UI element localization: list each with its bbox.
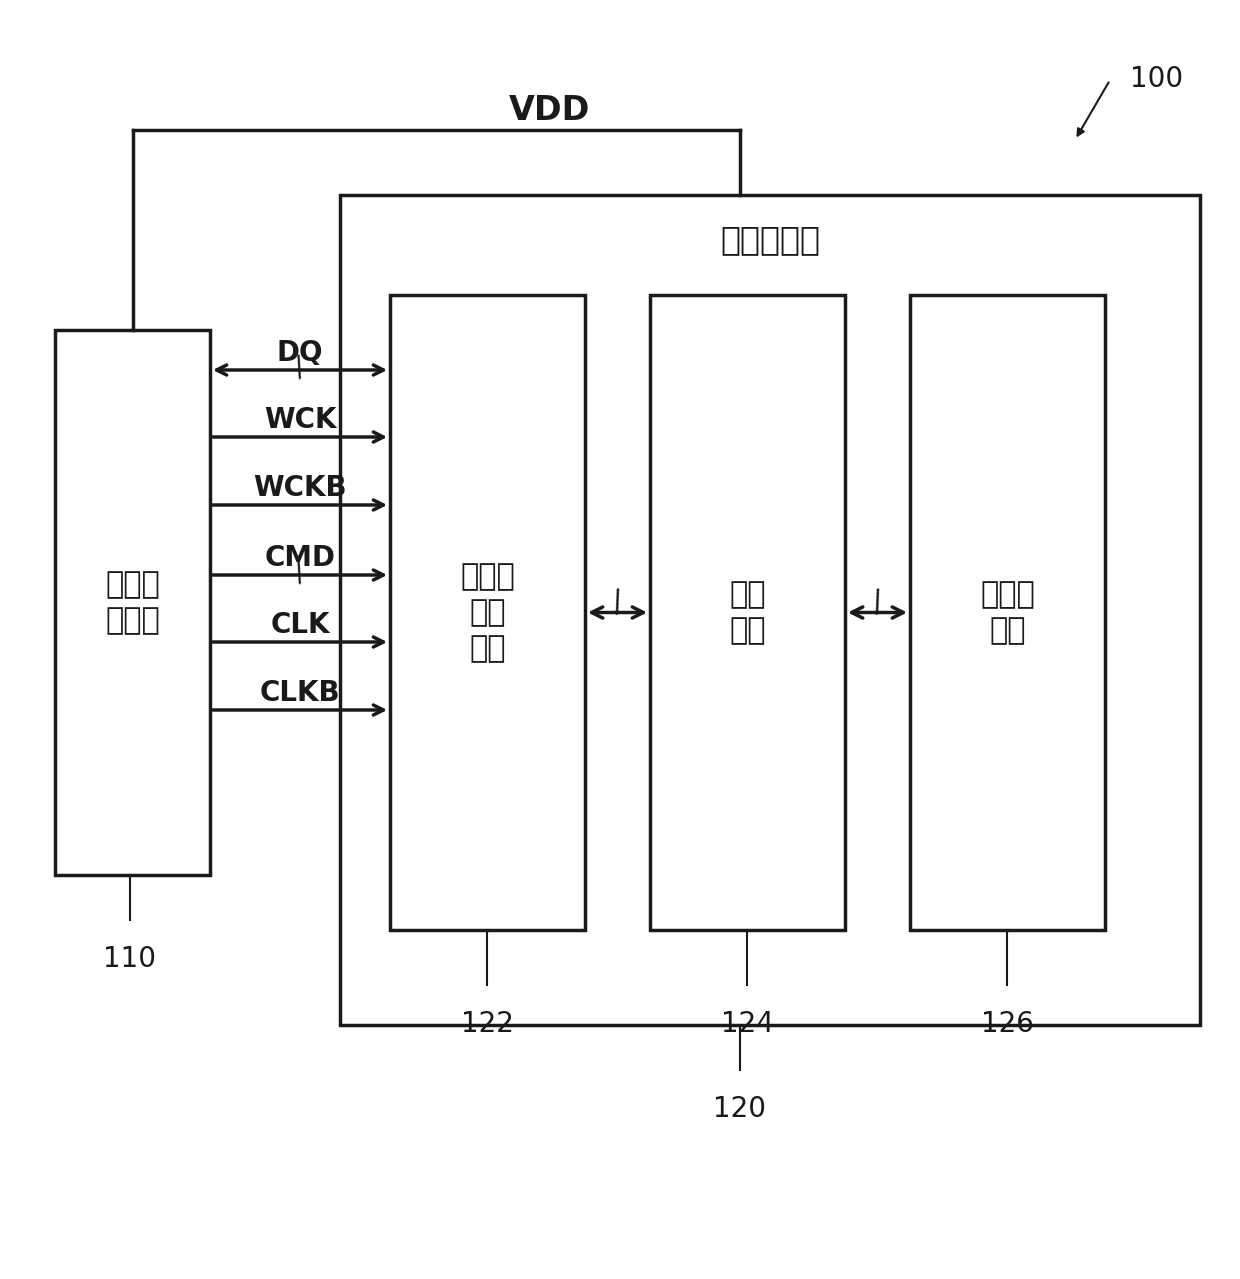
Bar — [650, 295, 844, 930]
Text: /: / — [869, 587, 887, 618]
Text: 122: 122 — [460, 1010, 513, 1039]
Text: CLK: CLK — [270, 611, 330, 640]
Text: 100: 100 — [1130, 65, 1183, 93]
Text: 124: 124 — [720, 1010, 774, 1039]
Bar — [55, 330, 210, 875]
Text: 控制器: 控制器 — [105, 606, 160, 634]
Bar — [340, 194, 1200, 1024]
Bar — [391, 295, 585, 930]
Text: 120: 120 — [713, 1095, 766, 1123]
Text: CMD: CMD — [264, 544, 336, 572]
Text: /: / — [291, 558, 309, 588]
Text: WCKB: WCKB — [253, 475, 347, 501]
Text: 电路: 电路 — [729, 616, 766, 645]
Text: 存储器: 存储器 — [105, 570, 160, 599]
Text: 阵列: 阵列 — [990, 616, 1025, 645]
Text: DQ: DQ — [277, 339, 324, 367]
Text: /: / — [291, 353, 309, 382]
Text: CLKB: CLKB — [259, 679, 340, 707]
Bar — [910, 295, 1105, 930]
Text: VDD: VDD — [510, 93, 590, 127]
Text: 接口: 接口 — [469, 599, 506, 627]
Text: 存储器: 存储器 — [460, 561, 515, 591]
Text: 控制: 控制 — [729, 579, 766, 609]
Text: 110: 110 — [103, 945, 156, 973]
Text: 126: 126 — [981, 1010, 1033, 1039]
Text: /: / — [609, 587, 626, 618]
Text: 存储器模块: 存储器模块 — [720, 224, 820, 257]
Text: 电路: 电路 — [469, 634, 506, 663]
Text: WCK: WCK — [264, 405, 336, 434]
Text: 存储器: 存储器 — [980, 579, 1035, 609]
